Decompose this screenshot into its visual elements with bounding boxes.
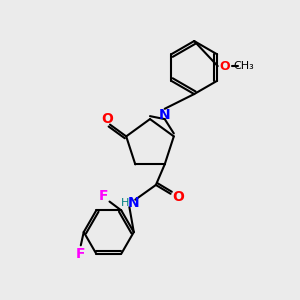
Text: N: N	[128, 196, 140, 210]
Text: H: H	[121, 198, 129, 208]
Text: O: O	[220, 60, 230, 73]
Text: CH₃: CH₃	[234, 61, 255, 71]
Text: N: N	[159, 108, 170, 122]
Text: F: F	[76, 247, 86, 261]
Text: O: O	[101, 112, 113, 126]
Text: F: F	[99, 189, 108, 203]
Text: O: O	[172, 190, 184, 204]
